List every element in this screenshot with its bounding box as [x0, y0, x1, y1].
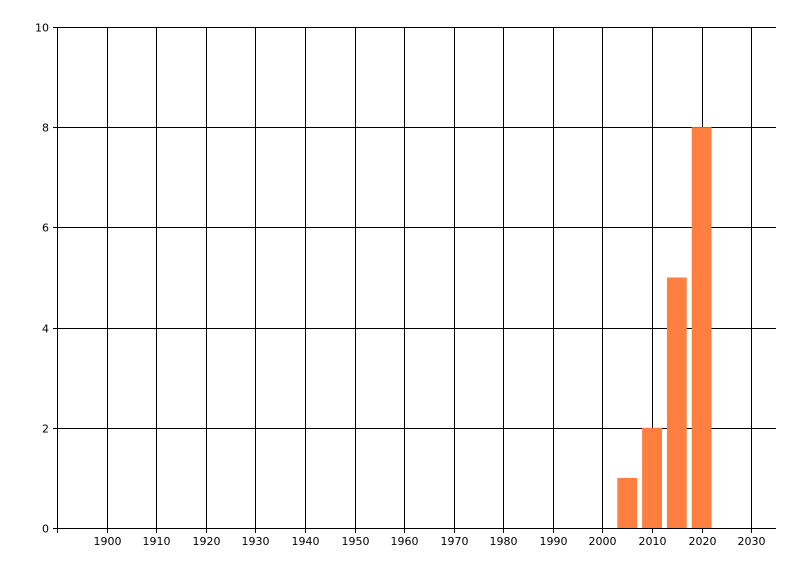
y-tick-label: 10 [35, 22, 49, 35]
y-tick-label: 8 [42, 122, 49, 135]
bar [642, 427, 662, 528]
y-tick-label: 2 [42, 423, 49, 436]
x-tick-label: 2010 [639, 535, 667, 548]
x-tick-label: 2020 [689, 535, 717, 548]
x-tick-label: 1950 [342, 535, 370, 548]
y-tick-label: 0 [42, 523, 49, 536]
x-tick-label: 1940 [292, 535, 320, 548]
x-tick-label: 1910 [143, 535, 171, 548]
x-tick-label: 1970 [441, 535, 469, 548]
y-tick-label: 4 [42, 323, 49, 336]
bar [691, 127, 712, 528]
x-tick-label: 2000 [589, 535, 617, 548]
x-tick-label: 1980 [490, 535, 518, 548]
x-tick-label: 2030 [738, 535, 766, 548]
x-tick-label: 1960 [391, 535, 419, 548]
x-tick-label: 1920 [193, 535, 221, 548]
bar [666, 277, 687, 528]
x-tick-label: 1900 [94, 535, 122, 548]
x-tick-label: 1930 [242, 535, 270, 548]
y-tick-label: 6 [42, 222, 49, 235]
bar [617, 477, 638, 528]
x-tick-label: 1990 [540, 535, 568, 548]
